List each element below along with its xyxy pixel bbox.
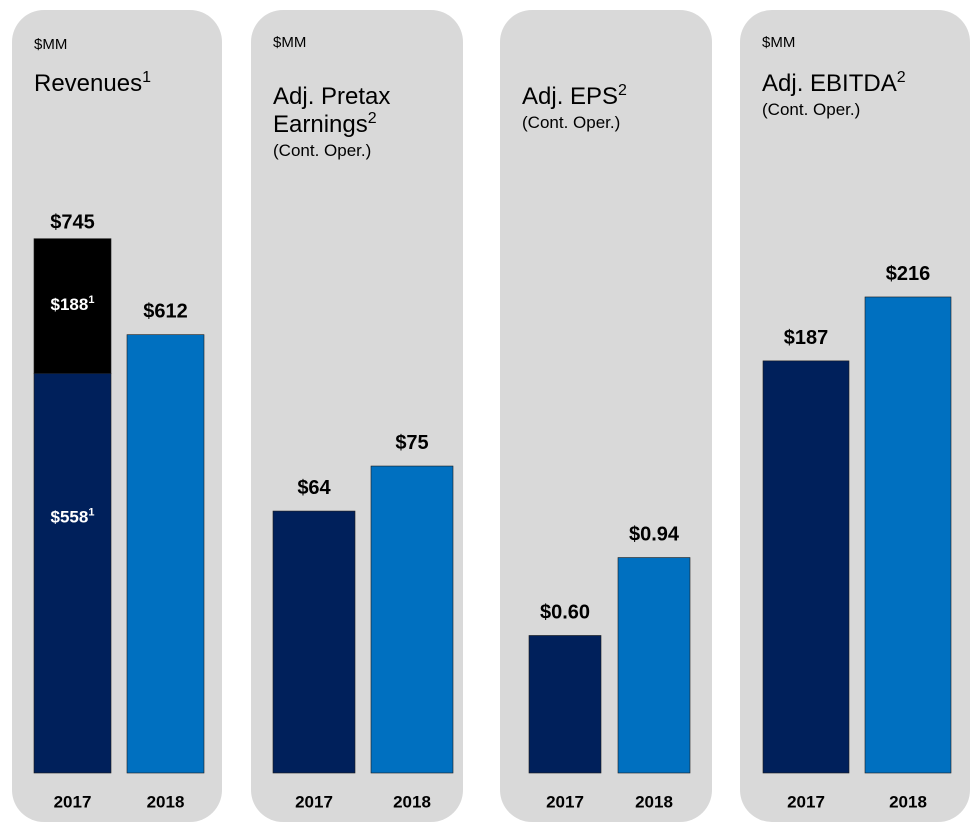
data-label-value: $612 [143,301,188,323]
unit-label: $MM [273,34,307,51]
data-label: $1881 [51,294,95,315]
chart-title: Adj. Pretax Earnings [273,83,391,138]
header: Adj. Pretax Earnings2 (Cont. Oper.) [273,83,438,163]
chart-title: Revenues [34,70,143,97]
data-label-value: $216 [886,263,931,285]
x-tick-label: 2018 [393,792,431,811]
header: Adj. EPS2 (Cont. Oper.) [522,83,712,135]
bar [864,296,952,774]
data-label: $612 [143,301,188,323]
data-label-value: $558 [51,508,89,527]
x-tick-label: 2018 [635,792,673,811]
header: Adj. EBITDA2 (Cont. Oper.) [762,70,972,122]
bar [126,334,205,774]
data-label: $5581 [51,506,95,527]
data-label: $0.94 [629,524,680,546]
data-label: $187 [784,327,829,349]
data-label-value: $0.60 [540,602,590,624]
unit-label: $MM [762,34,796,51]
chart-title: Adj. EBITDA [762,70,897,97]
bar [370,465,454,774]
title-note: 2 [896,69,906,86]
title-note: 2 [618,82,627,99]
x-tick-label: 2018 [889,792,927,811]
chart-title-block: Adj. Pretax Earnings2 [273,83,438,139]
bar [528,635,602,774]
bar [33,238,112,374]
bar [272,510,356,774]
data-label-value: $75 [395,432,428,454]
x-tick-label: 2017 [54,792,92,811]
data-label-value: $187 [784,327,829,349]
chart-subtitle: (Cont. Oper.) [762,100,861,119]
bar [617,557,691,774]
x-tick-label: 2017 [787,792,825,811]
data-label: $0.60 [540,602,590,624]
bar [762,360,850,774]
data-label-value: $0.94 [629,524,680,546]
x-tick-label: 2017 [295,792,333,811]
chart-subtitle: (Cont. Oper.) [273,141,372,160]
data-label-note: 1 [88,506,94,518]
data-label-note: 1 [88,294,94,306]
data-label-value: $64 [297,477,331,499]
title-note: 2 [367,110,377,127]
chart-title-block: Adj. EPS2 [522,83,712,111]
total-label: $745 [50,212,95,234]
bar [33,373,112,774]
data-label: $75 [395,432,428,454]
chart-subtitle: (Cont. Oper.) [522,113,621,132]
header: Revenues1 [34,70,224,98]
chart-title: Adj. EPS [522,83,619,110]
title-note: 1 [142,69,151,86]
x-tick-label: 2017 [546,792,584,811]
x-tick-label: 2018 [147,792,185,811]
data-label: $216 [886,263,931,285]
chart-title-block: Revenues1 [34,70,224,98]
chart-title-block: Adj. EBITDA2 [762,70,972,98]
data-label: $64 [297,477,331,499]
unit-label: $MM [34,36,68,53]
data-label-value: $188 [51,295,89,314]
